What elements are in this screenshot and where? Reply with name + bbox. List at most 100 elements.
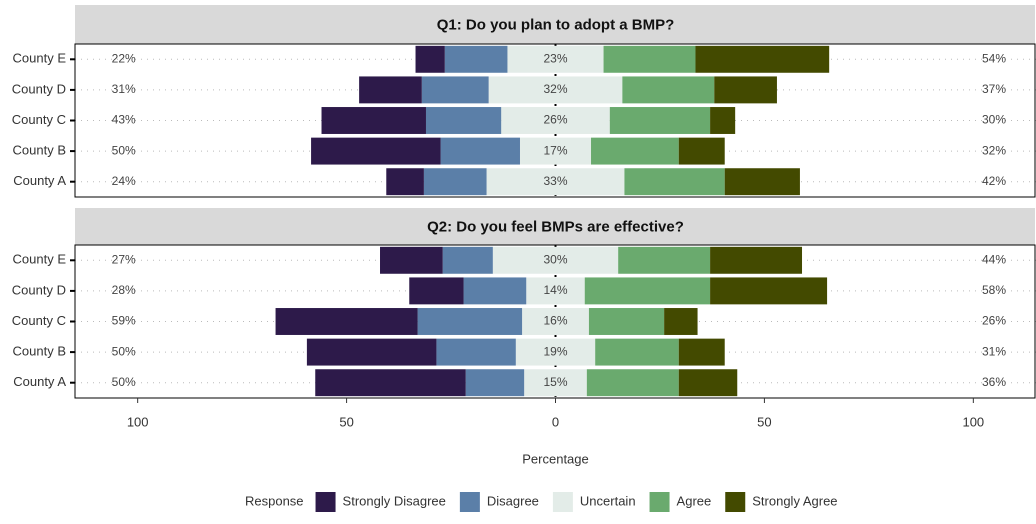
bar-segment <box>359 76 422 104</box>
bar-segment <box>440 137 520 165</box>
bar-segment <box>624 168 725 196</box>
bar-segment <box>519 137 592 165</box>
legend-label: Agree <box>677 493 712 508</box>
right-total-label: 30% <box>982 113 1006 127</box>
right-total-label: 32% <box>982 143 1006 157</box>
x-tick-label: 50 <box>339 414 353 429</box>
bar-segment <box>603 45 696 73</box>
x-tick-label: 100 <box>127 414 149 429</box>
legend-swatch <box>552 492 573 512</box>
bar-segment <box>724 168 800 196</box>
left-total-label: 50% <box>112 344 136 358</box>
legend-title: Response <box>245 493 304 508</box>
panel-title: Q1: Do you plan to adopt a BMP? <box>437 16 675 33</box>
bar-segment <box>584 277 711 305</box>
bar-segment <box>415 45 445 73</box>
y-tick-label: County B <box>13 143 66 158</box>
bar-segment <box>507 45 604 73</box>
y-tick-label: County A <box>13 173 66 188</box>
bar-segment <box>275 308 418 335</box>
legend-swatch <box>649 492 670 512</box>
center-label: 16% <box>543 314 567 328</box>
center-label: 30% <box>543 252 567 266</box>
strip <box>75 208 1035 245</box>
y-tick-label: County E <box>13 252 67 267</box>
center-label: 17% <box>543 143 567 157</box>
left-total-label: 50% <box>112 143 136 157</box>
bar-segment <box>423 168 487 196</box>
left-total-label: 43% <box>112 113 136 127</box>
bar-segment <box>588 308 665 335</box>
bar-segment <box>409 277 464 305</box>
x-axis-title: Percentage <box>522 451 589 466</box>
y-tick-label: County D <box>12 81 66 96</box>
center-label: 26% <box>543 113 567 127</box>
bar-segment <box>463 277 527 305</box>
bar-segment <box>315 369 466 397</box>
center-label: 32% <box>543 82 567 96</box>
bar-segment <box>380 246 443 274</box>
bar-segment <box>678 338 725 366</box>
bar-segment <box>710 277 828 305</box>
center-label: 19% <box>543 344 567 358</box>
x-tick-label: 0 <box>552 414 559 429</box>
bar-segment <box>595 338 679 366</box>
bar-segment <box>442 246 493 274</box>
bar-segment <box>486 168 625 196</box>
bar-segment <box>501 107 610 134</box>
bar-segment <box>522 308 589 335</box>
bar-segment <box>311 137 441 165</box>
bar-segment <box>436 338 516 366</box>
bar-segment <box>515 338 596 366</box>
right-total-label: 58% <box>982 283 1006 297</box>
y-tick-label: County A <box>13 374 66 389</box>
right-total-label: 37% <box>982 82 1006 96</box>
left-total-label: 31% <box>112 82 136 96</box>
legend-label: Uncertain <box>580 493 636 508</box>
bar-segment <box>714 76 777 104</box>
y-tick-label: County E <box>13 51 67 66</box>
center-label: 14% <box>543 283 567 297</box>
y-tick-label: County C <box>12 313 66 328</box>
legend-swatch <box>725 492 746 512</box>
bar-segment <box>524 369 587 397</box>
legend-swatch <box>459 492 480 512</box>
bar-segment <box>526 277 585 305</box>
right-total-label: 44% <box>982 252 1006 266</box>
legend-label: Disagree <box>487 493 539 508</box>
right-total-label: 26% <box>982 314 1006 328</box>
y-tick-label: County D <box>12 282 66 297</box>
y-tick-label: County B <box>13 344 66 359</box>
bar-segment <box>622 76 715 104</box>
bar-segment <box>306 338 437 366</box>
center-label: 15% <box>543 375 567 389</box>
x-tick-label: 100 <box>962 414 984 429</box>
bar-segment <box>492 246 619 274</box>
bar-segment <box>425 107 502 134</box>
legend-swatch <box>315 492 336 512</box>
left-total-label: 50% <box>112 375 136 389</box>
right-total-label: 42% <box>982 174 1006 188</box>
legend: Response Strongly Disagree Disagree Uncerta… <box>245 492 838 512</box>
bar-segment <box>710 107 736 134</box>
bar-segment <box>421 76 489 104</box>
left-total-label: 27% <box>112 252 136 266</box>
bar-segment <box>618 246 711 274</box>
bar-segment <box>321 107 426 134</box>
panel-border <box>74 43 1036 198</box>
bar-segment <box>695 45 830 73</box>
bar-segment <box>591 137 679 165</box>
bar-segment <box>465 369 525 397</box>
right-total-label: 31% <box>982 344 1006 358</box>
bar-segment <box>678 137 725 165</box>
bar-segment <box>417 308 523 335</box>
right-total-label: 54% <box>982 51 1006 65</box>
strip <box>75 5 1035 44</box>
y-tick-label: County C <box>12 112 66 127</box>
center-label: 33% <box>543 174 567 188</box>
x-tick-label: 50 <box>757 414 771 429</box>
bar-segment <box>488 76 623 104</box>
bar-segment <box>444 45 508 73</box>
